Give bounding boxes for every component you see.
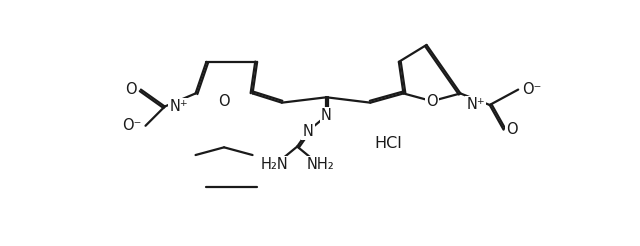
Text: N: N <box>321 108 332 123</box>
Text: H₂N: H₂N <box>260 157 288 172</box>
Text: O: O <box>506 122 518 137</box>
Text: O: O <box>218 94 230 109</box>
Text: HCl: HCl <box>374 136 402 151</box>
Text: O: O <box>426 94 438 109</box>
Text: N: N <box>303 124 314 139</box>
Text: O⁻: O⁻ <box>122 118 141 133</box>
Text: O: O <box>125 82 137 97</box>
Text: O⁻: O⁻ <box>522 82 541 97</box>
Text: N⁺: N⁺ <box>467 97 485 112</box>
Text: N⁺: N⁺ <box>170 99 188 114</box>
Text: NH₂: NH₂ <box>307 157 334 172</box>
